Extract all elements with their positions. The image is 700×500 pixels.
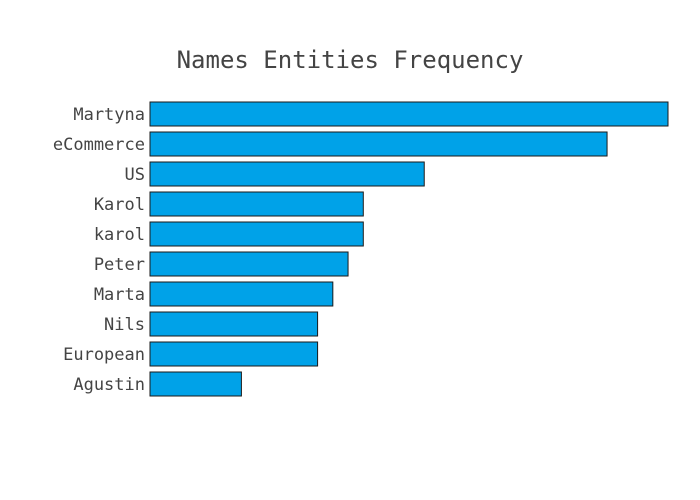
category-labels: Martyna eCommerce US Karol karol Peter Marta Ni… [53,105,145,395]
category-label-marta: Marta [94,285,145,305]
category-label-us: US [125,165,145,185]
category-label-karol: Karol [94,195,145,215]
chart-title: Names Entities Frequency [177,46,524,74]
category-label-karol: karol [94,225,145,245]
bar-group [149,101,669,397]
category-label-nils: Nils [104,315,145,335]
bar-agustin [149,371,242,397]
bar-us [149,161,425,187]
category-label-ecommerce: eCommerce [53,135,145,155]
bar-karol [149,191,364,217]
category-label-european: European [63,345,145,365]
bar-european [149,341,319,367]
bar-peter [149,251,349,277]
category-label-peter: Peter [94,255,145,275]
bar-nils [149,311,319,337]
bar-marta [149,281,334,307]
bar-karol [149,221,364,247]
category-label-martyna: Martyna [73,105,145,125]
bar-ecommerce [149,131,608,157]
category-label-agustin: Agustin [73,375,145,395]
bar-martyna [149,101,669,127]
